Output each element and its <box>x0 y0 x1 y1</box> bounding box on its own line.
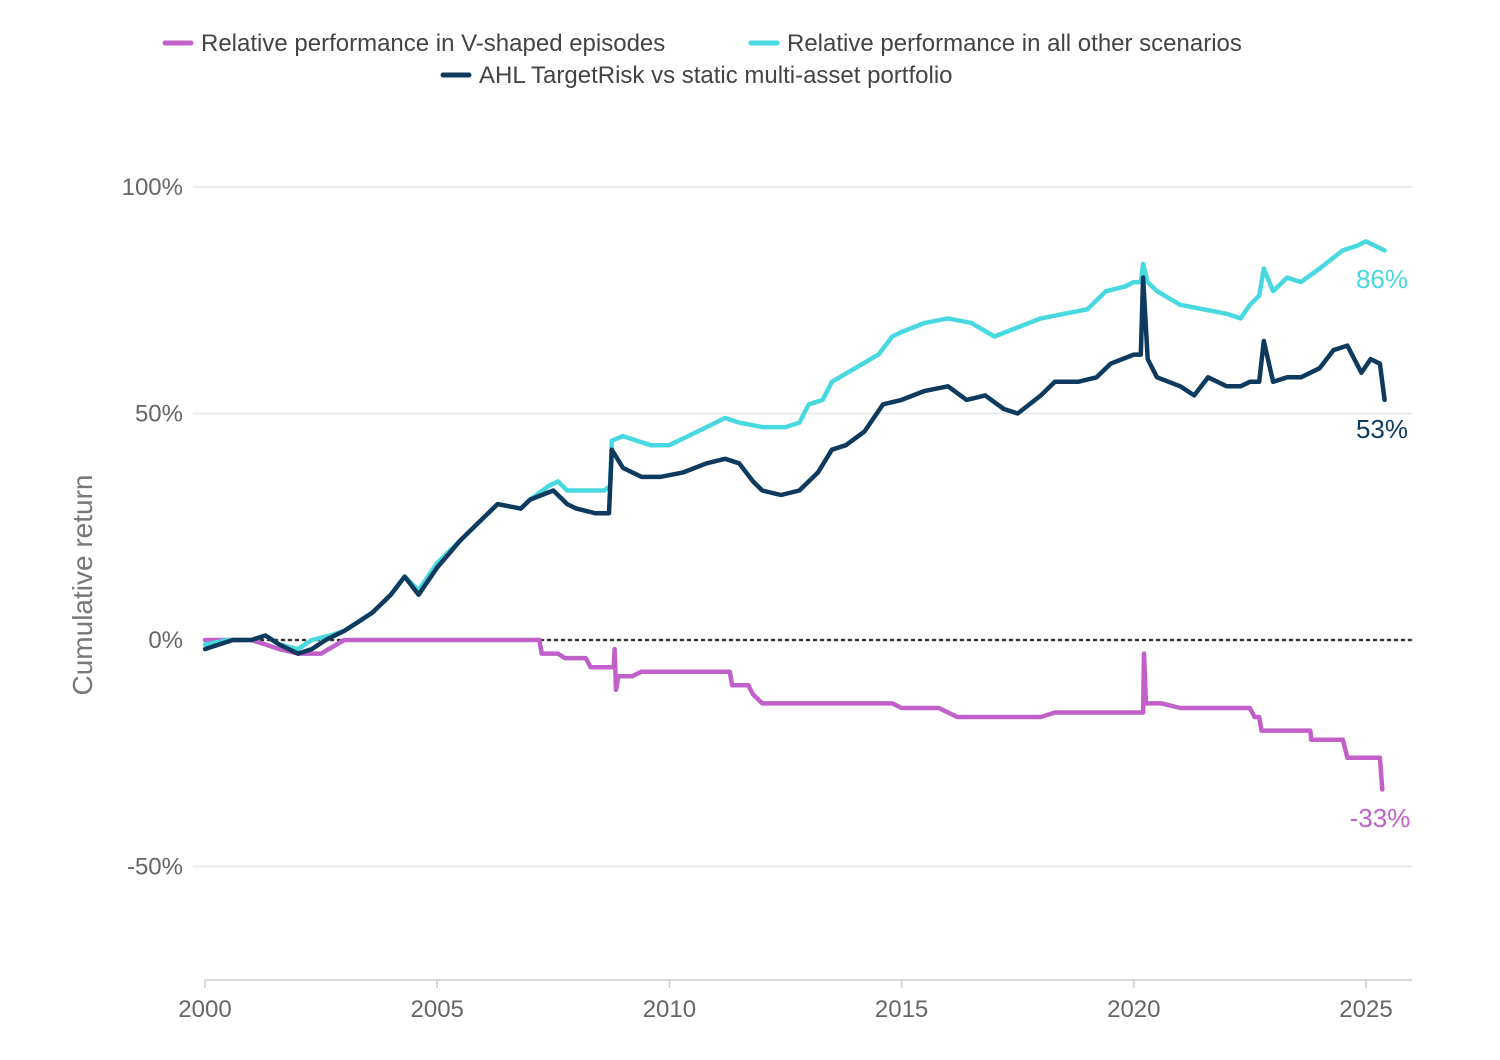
x-tick-label: 2015 <box>875 996 928 1023</box>
axes: 100% 50% 0% -50% 2000 2005 2010 2015 2020 2025 <box>122 174 1412 1023</box>
y-axis-title: Cumulative return <box>67 475 98 696</box>
end-labels: -33% 86% 53% <box>1350 264 1411 833</box>
x-tick-label: 2000 <box>178 996 231 1023</box>
x-tick-label: 2025 <box>1339 996 1392 1023</box>
legend-label: AHL TargetRisk vs static multi-asset por… <box>479 62 953 89</box>
y-tick-label: 0% <box>148 627 183 654</box>
series-line <box>202 275 1387 656</box>
x-tick-label: 2005 <box>411 996 464 1023</box>
end-value-label: 53% <box>1356 414 1408 444</box>
legend: Relative performance in V-shaped episode… <box>162 30 1242 89</box>
series-lines <box>202 239 1387 792</box>
y-tick-label: 100% <box>122 174 183 201</box>
y-tick-label: -50% <box>127 854 183 881</box>
legend-label: Relative performance in all other scenar… <box>787 30 1242 57</box>
end-value-label: -33% <box>1350 803 1411 833</box>
gridlines <box>193 186 1414 868</box>
legend-label: Relative performance in V-shaped episode… <box>201 30 665 57</box>
x-tick-label: 2020 <box>1107 996 1160 1023</box>
series-line <box>202 239 1387 652</box>
end-value-label: 86% <box>1356 264 1408 294</box>
x-tick-label: 2010 <box>643 996 696 1023</box>
series-line <box>202 637 1385 792</box>
y-tick-label: 50% <box>135 401 183 428</box>
